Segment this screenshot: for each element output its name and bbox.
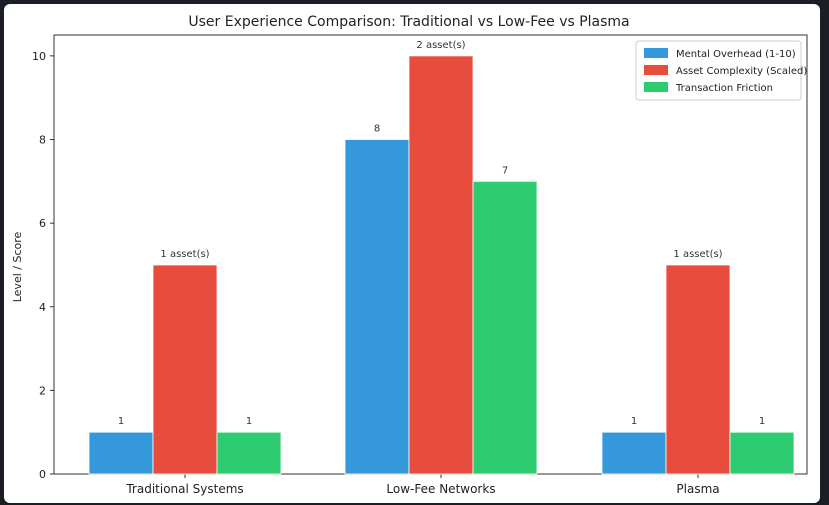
- y-tick-label: 4: [39, 301, 46, 314]
- bar-value-label: 1: [759, 416, 765, 427]
- bar-transaction-friction: [729, 431, 795, 475]
- y-tick-label: 6: [39, 217, 46, 230]
- x-category-label: Plasma: [676, 482, 719, 496]
- y-tick-label: 8: [39, 134, 46, 147]
- bar-transaction-friction: [472, 180, 538, 475]
- x-category-label: Traditional Systems: [125, 482, 243, 496]
- bar-value-label: 1 asset(s): [160, 249, 209, 260]
- legend-entry: Asset Complexity (Scaled): [676, 66, 807, 77]
- bar-value-label: 2 asset(s): [416, 40, 465, 51]
- legend-swatch: [644, 82, 668, 92]
- y-tick-label: 2: [39, 384, 46, 397]
- bar-asset-complexity: [152, 264, 218, 475]
- legend: Mental Overhead (1-10) Asset Complexity (…: [635, 40, 807, 101]
- bar-mental-overhead: [344, 139, 410, 475]
- legend-box: [635, 40, 802, 101]
- chart-card: User Experience Comparison: Traditional …: [4, 4, 820, 503]
- bar-asset-complexity: [408, 55, 474, 475]
- legend-swatch: [644, 48, 668, 58]
- y-tick-label: 10: [32, 50, 46, 63]
- y-tick-label: 0: [39, 468, 46, 481]
- bars-layer: [88, 55, 795, 475]
- bar-value-label: 7: [502, 165, 508, 176]
- x-category-label: Low-Fee Networks: [386, 482, 495, 496]
- bar-value-label: 1: [631, 416, 637, 427]
- bar-mental-overhead: [601, 431, 667, 475]
- value-labels-layer: 1 1 asset(s) 1 8 2 asset(s) 7 1 1 asset(s) 1: [118, 40, 765, 427]
- legend-entry: Transaction Friction: [675, 83, 773, 94]
- legend-swatch: [644, 65, 668, 75]
- bar-value-label: 1: [246, 416, 252, 427]
- bar-value-label: 8: [374, 124, 380, 135]
- chart-title: User Experience Comparison: Traditional …: [188, 14, 629, 30]
- bar-asset-complexity: [665, 264, 731, 475]
- bar-value-label: 1 asset(s): [673, 249, 722, 260]
- legend-entry: Mental Overhead (1-10): [676, 49, 796, 60]
- bar-chart: User Experience Comparison: Traditional …: [11, 14, 808, 496]
- bar-value-label: 1: [118, 416, 124, 427]
- bar-mental-overhead: [88, 431, 154, 475]
- y-axis-label: Level / Score: [11, 231, 24, 302]
- bar-transaction-friction: [216, 431, 282, 475]
